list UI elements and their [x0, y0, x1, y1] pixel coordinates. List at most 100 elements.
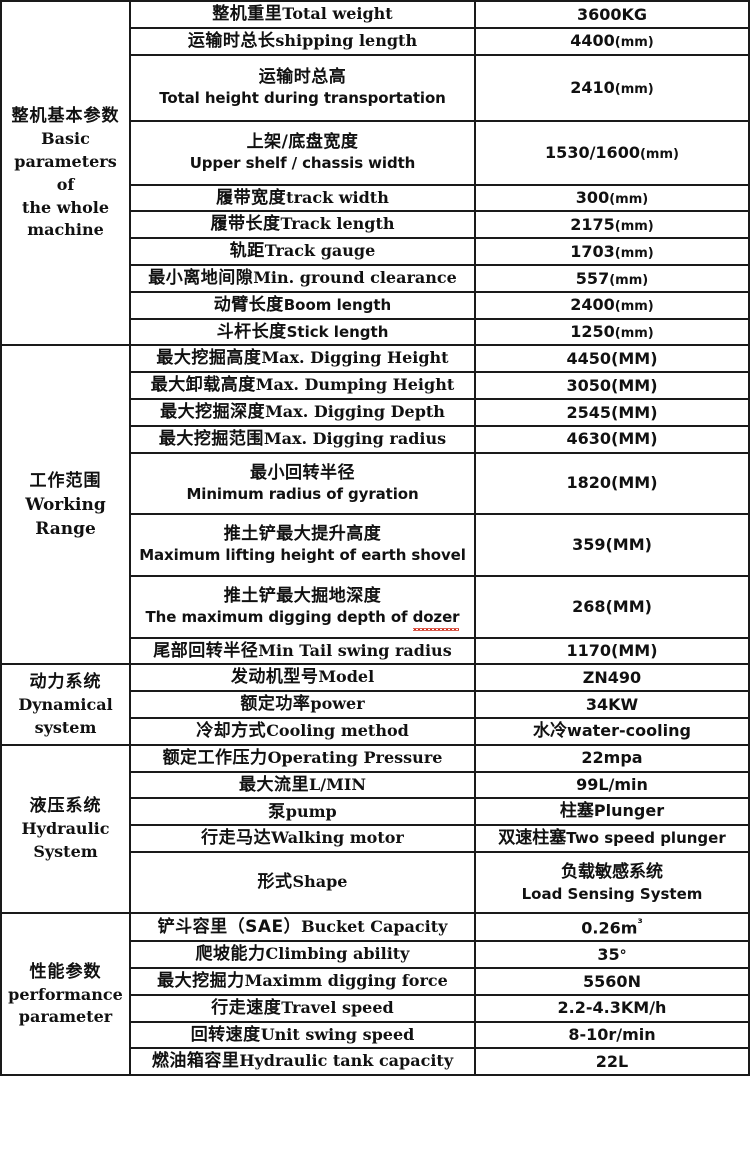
value-cell: 2545(MM) — [474, 397, 750, 427]
item-label-cn: 最大挖掘力 — [157, 971, 245, 992]
item-cell: 额定功率power — [129, 690, 476, 719]
table-row: 动臂长度Boom length 2400(mm) — [1, 290, 750, 320]
value-cell: 4630(MM) — [474, 424, 750, 454]
value-text: 1250 — [570, 322, 615, 342]
item-cell: 冷却方式Cooling method — [129, 716, 476, 746]
item-label-en: power — [310, 694, 365, 714]
value-cell: 2410(mm) — [474, 53, 750, 122]
item-label-en: Minimum radius of gyration — [186, 484, 419, 503]
item-label-en: Unit swing speed — [260, 1024, 415, 1044]
item-label-cn: 上架/底盘宽度 — [246, 132, 359, 153]
item-cell: 最大挖掘范围Max. Digging radius — [129, 424, 476, 454]
value-unit: (mm) — [614, 245, 654, 261]
table-row: 最大挖掘力Maximm digging force 5560N — [1, 967, 750, 996]
item-label-en: Boom length — [283, 295, 392, 314]
item-label-en: shipping length — [275, 30, 418, 50]
item-cell: 推土铲最大提升高度 Maximum lifting height of eart… — [129, 512, 476, 577]
item-cell: 尾部回转半径Min Tail swing radius — [129, 636, 476, 666]
value-text: 2410 — [570, 77, 615, 97]
item-label-en: Track length — [280, 214, 395, 234]
item-label-cn: 铲斗容里（SAE） — [157, 916, 302, 937]
category-label-en-line: parameters of — [14, 152, 117, 194]
item-label-en: Total weight — [282, 4, 393, 23]
item-label-en: L/MIN — [309, 774, 366, 794]
value-cell: 300(mm) — [474, 183, 750, 213]
table-row: 动力系统 Dynamical system 发动机型号Model ZN490 — [0, 663, 750, 746]
item-cell: 额定工作压力Operating Pressure — [129, 743, 476, 773]
item-label-cn: 爬坡能力 — [195, 944, 266, 965]
table-row: 形式Shape 负载敏感系统 Load Sensing System — [1, 851, 750, 915]
item-label-cn: 运输时总长 — [187, 30, 276, 51]
category-cell-basic-parameters: 整机基本参数 Basic parameters of the whole mac… — [0, 0, 131, 347]
item-label-en: Upper shelf / chassis width — [189, 154, 416, 173]
value-text-cn: 水冷 — [533, 720, 568, 741]
value-text: 1703 — [570, 241, 615, 261]
item-label-en: Cooling method — [266, 721, 409, 741]
category-label-en-line: parameter — [18, 1007, 113, 1027]
value-unit: (mm) — [639, 146, 679, 162]
table-row: 最大挖掘深度Max. Digging Depth 2545(MM) — [1, 397, 750, 427]
value-cell: 2175(mm) — [474, 210, 750, 240]
value-text: 3600KG — [576, 4, 648, 24]
item-cell: 推土铲最大掘地深度 The maximum digging depth of d… — [129, 574, 476, 639]
category-label-en-line: Basic — [41, 129, 90, 149]
value-text-en: Two speed plunger — [566, 829, 726, 848]
table-row: 最大挖掘范围Max. Digging radius 4630(MM) — [1, 424, 750, 454]
value-text: 300 — [575, 188, 610, 208]
table-row: 额定功率power 34KW — [1, 690, 750, 719]
value-cell: 4400(mm) — [474, 26, 750, 56]
value-cell: 34KW — [474, 690, 750, 719]
value-cell: 0.26m³ — [474, 912, 750, 943]
item-cell: 最小回转半径 Minimum radius of gyration — [129, 451, 476, 515]
value-unit: (mm) — [614, 35, 654, 51]
category-label-en-line: system — [34, 717, 97, 737]
item-label-cn: 推土铲最大提升高度 — [223, 524, 382, 545]
item-label-cn: 尾部回转半径 — [153, 640, 259, 661]
table-row: 轨距Track gauge 1703(mm) — [1, 237, 750, 266]
table-row: 工作范围 Working Range 最大挖掘高度Max. Digging He… — [0, 344, 750, 666]
value-text: 0.26m — [581, 918, 638, 938]
table-row: 整机基本参数 Basic parameters of the whole mac… — [0, 0, 750, 347]
table-row: 推土铲最大掘地深度 The maximum digging depth of d… — [1, 574, 750, 639]
value-text: 4400 — [570, 31, 615, 51]
table-row: 上架/底盘宽度 Upper shelf / chassis width 1530… — [1, 119, 750, 186]
item-label-en: Climbing ability — [265, 944, 410, 964]
item-cell: 履带宽度track width — [129, 183, 476, 213]
item-cell: 运输时总高 Total height during transportation — [129, 53, 476, 122]
item-label-cn: 最小回转半径 — [250, 462, 355, 483]
value-cell: 359(MM) — [474, 512, 750, 577]
value-text-cn: 柱塞 — [559, 801, 594, 822]
item-label-en: Max. Dumping Height — [255, 375, 455, 395]
item-label-en-prefix: The maximum digging depth of — [145, 608, 413, 627]
item-label-en: Min. ground clearance — [253, 267, 457, 287]
item-label-cn: 斗杆长度 — [216, 321, 287, 342]
item-label-cn: 冷却方式 — [196, 721, 267, 742]
item-label-cn: 形式 — [257, 872, 293, 893]
item-label-en: Stick length — [286, 322, 389, 341]
table-row: 液压系统 Hydraulic System 额定工作压力Operating Pr… — [0, 743, 750, 915]
value-cell: 35° — [474, 940, 750, 970]
item-label-en: Model — [318, 667, 375, 687]
item-label-cn: 最小离地间隙 — [148, 267, 254, 288]
item-cell: 回转速度Unit swing speed — [129, 1020, 476, 1050]
table-row: 履带长度Track length 2175(mm) — [1, 210, 750, 240]
value-unit: (mm) — [609, 192, 649, 208]
item-label-en: track width — [286, 187, 389, 207]
item-label-cn: 最大挖掘高度 — [156, 348, 262, 369]
value-cell: 1530/1600(mm) — [474, 119, 750, 186]
item-label-en: Bucket Capacity — [301, 916, 448, 936]
table-row: 最小离地间隙Min. ground clearance 557(mm) — [1, 263, 750, 293]
item-label-cn: 泵 — [268, 801, 286, 822]
item-label-cn: 发动机型号 — [230, 667, 319, 688]
value-cell: 1170(MM) — [474, 636, 750, 666]
item-cell: 整机重里Total weight — [129, 0, 476, 29]
item-cell: 轨距Track gauge — [129, 237, 476, 266]
value-text-cn: 负载敏感系统 — [561, 862, 663, 883]
value-unit: (mm) — [614, 218, 654, 234]
table-row: 运输时总长shipping length 4400(mm) — [1, 26, 750, 56]
table-row: 行走马达Walking motor 双速柱塞Two speed plunger — [1, 824, 750, 854]
table-row: 最大流里L/MIN 99L/min — [1, 770, 750, 800]
item-label-cn: 最大挖掘深度 — [160, 401, 266, 422]
value-cell: 557(mm) — [474, 263, 750, 293]
item-cell: 动臂长度Boom length — [129, 290, 476, 320]
